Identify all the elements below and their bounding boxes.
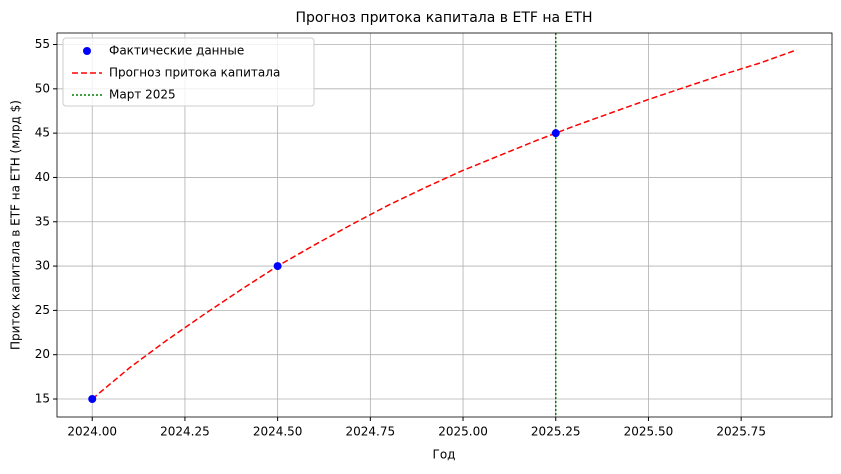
data-point (551, 129, 560, 138)
x-tick-label: 2025.25 (531, 425, 581, 439)
y-axis-label: Приток капитала в ETF на ETH (млрд $) (9, 100, 23, 350)
x-tick-label: 2024.75 (346, 425, 396, 439)
legend-label: Март 2025 (109, 88, 176, 102)
y-tick-label: 45 (35, 126, 50, 140)
x-tick-label: 2025.75 (716, 425, 766, 439)
y-tick-label: 30 (35, 259, 50, 273)
forecast-line (91, 49, 798, 400)
y-tick-label: 20 (35, 347, 50, 361)
plot-frame (56, 32, 833, 418)
x-tick-label: 2024.50 (253, 425, 303, 439)
y-tick-label: 25 (35, 303, 50, 317)
legend-label: Прогноз притока капитала (109, 66, 280, 80)
x-tick-label: 2024.25 (160, 425, 210, 439)
y-tick-label: 15 (35, 392, 50, 406)
x-tick-label: 2024.00 (67, 425, 117, 439)
x-tick-label: 2025.50 (624, 425, 674, 439)
chart-title: Прогноз притока капитала в ETF на ETH (295, 10, 592, 26)
y-tick-label: 40 (35, 170, 50, 184)
legend-marker (83, 47, 91, 55)
data-point (273, 262, 282, 271)
data-point (88, 395, 97, 404)
legend-box (62, 37, 315, 107)
x-axis-label: Год (433, 448, 456, 462)
x-tick-label: 2025.00 (438, 425, 488, 439)
y-tick-label: 55 (35, 37, 50, 51)
y-tick-label: 50 (35, 81, 50, 95)
legend-label: Фактические данные (109, 44, 244, 58)
y-tick-label: 35 (35, 214, 50, 228)
